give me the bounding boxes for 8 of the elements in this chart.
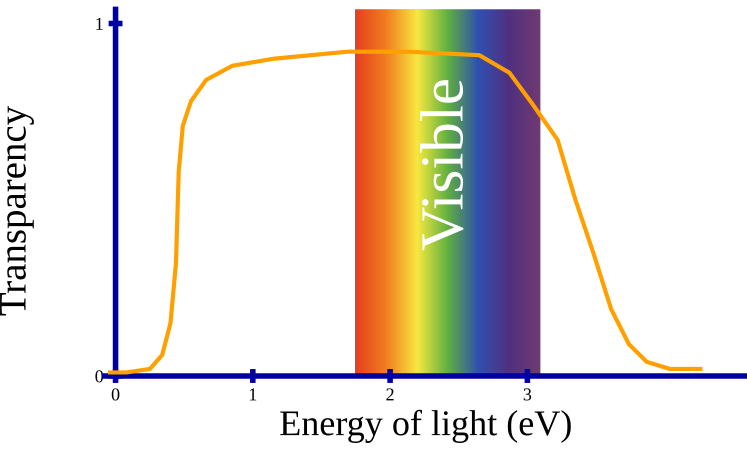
band-label: Visible bbox=[420, 80, 464, 250]
x-tick-label: 2 bbox=[386, 388, 394, 400]
x-tick-label: 3 bbox=[524, 388, 532, 401]
x-tick-label: 1 bbox=[250, 388, 256, 400]
x-axis-title: Energy of light (eV) bbox=[280, 410, 571, 443]
x-tick-label: 0 bbox=[112, 388, 120, 401]
y-axis-title: Transparency bbox=[0, 106, 34, 316]
line-series bbox=[108, 50, 702, 375]
